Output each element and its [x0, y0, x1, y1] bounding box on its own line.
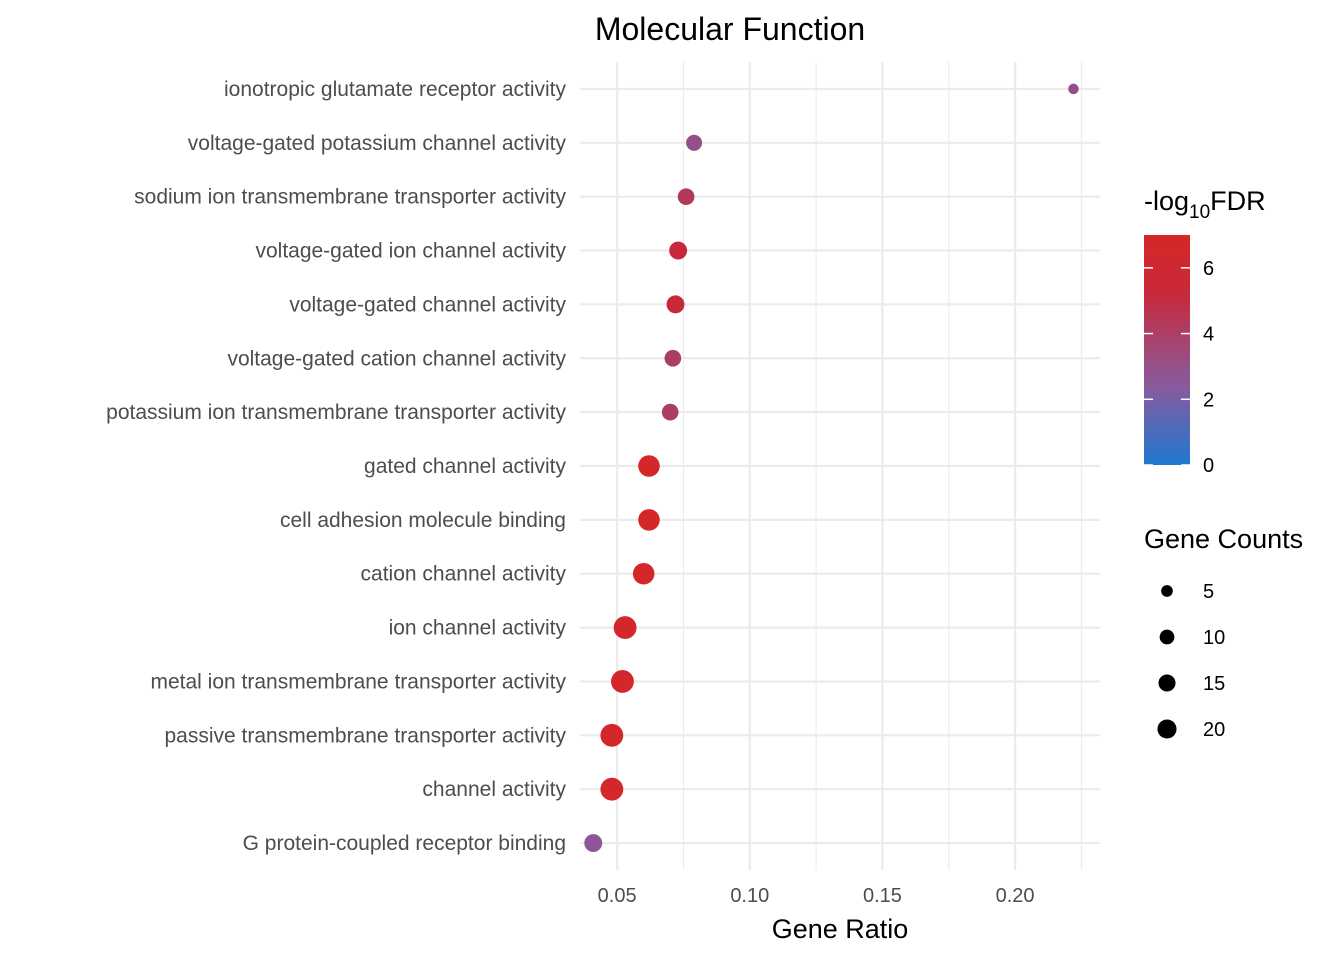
color-legend-bar: [1144, 235, 1190, 465]
data-point: [664, 349, 682, 367]
y-tick-label: voltage-gated potassium channel activity: [188, 132, 567, 155]
y-tick-label: voltage-gated ion channel activity: [255, 240, 566, 263]
size-legend-key: [1161, 585, 1173, 597]
size-legend-label: 20: [1203, 719, 1225, 741]
y-tick-label: voltage-gated channel activity: [289, 293, 566, 316]
size-legend-key: [1158, 674, 1176, 692]
color-legend: -log10FDR 0 2 4 6: [1144, 186, 1266, 477]
size-legend-label: 5: [1203, 581, 1214, 603]
data-points: [584, 83, 1079, 853]
data-point: [613, 616, 637, 640]
y-tick-label: metal ion transmembrane transporter acti…: [151, 670, 567, 693]
x-tick-label: 0.15: [863, 885, 902, 907]
data-point: [666, 295, 685, 314]
color-legend-tick-label: 2: [1203, 389, 1214, 411]
y-tick-label: sodium ion transmembrane transporter act…: [134, 186, 566, 209]
y-tick-label: ionotropic glutamate receptor activity: [224, 78, 566, 101]
x-axis-tick-labels: 0.05 0.10 0.15 0.20: [598, 885, 1035, 907]
data-point: [669, 241, 688, 260]
size-legend-title: Gene Counts: [1144, 524, 1303, 554]
size-legend-key: [1157, 719, 1177, 739]
data-point: [661, 403, 679, 421]
plot-grid: [580, 62, 1100, 870]
x-tick-label: 0.10: [730, 885, 769, 907]
data-point: [686, 134, 703, 151]
x-tick-label: 0.05: [598, 885, 637, 907]
y-tick-label: voltage-gated cation channel activity: [227, 347, 566, 370]
y-tick-label: cell adhesion molecule binding: [280, 509, 566, 532]
y-tick-label: channel activity: [422, 778, 566, 801]
chart-title: Molecular Function: [595, 11, 865, 47]
color-legend-tick-label: 4: [1203, 324, 1214, 346]
y-tick-label: passive transmembrane transporter activi…: [165, 724, 567, 747]
size-legend-label: 15: [1203, 673, 1225, 695]
y-axis-tick-labels: ionotropic glutamate receptor activity vo…: [106, 78, 566, 855]
y-tick-label: cation channel activity: [361, 563, 567, 586]
data-point: [638, 509, 660, 531]
data-point: [611, 670, 634, 693]
data-point: [600, 777, 624, 801]
data-point: [638, 455, 660, 477]
color-legend-ticks: 0 2 4 6: [1144, 258, 1214, 477]
y-tick-label: gated channel activity: [364, 455, 566, 478]
size-legend-label: 10: [1203, 627, 1225, 649]
data-point: [600, 723, 624, 747]
color-legend-tick-label: 6: [1203, 258, 1214, 280]
size-legend: Gene Counts 5 10 15 20: [1144, 524, 1303, 741]
data-point: [677, 188, 695, 206]
y-tick-label: ion channel activity: [389, 617, 567, 640]
size-legend-items: 5 10 15 20: [1157, 581, 1225, 741]
x-tick-label: 0.20: [996, 885, 1035, 907]
color-legend-tick-label: 0: [1203, 455, 1214, 477]
size-legend-key: [1159, 629, 1175, 645]
data-point: [632, 562, 655, 585]
x-axis-label: Gene Ratio: [772, 914, 909, 944]
y-tick-label: potassium ion transmembrane transporter …: [106, 401, 566, 424]
color-legend-title: -log10FDR: [1144, 186, 1266, 223]
data-point: [1068, 83, 1079, 95]
data-point: [584, 834, 603, 853]
y-tick-label: G protein-coupled receptor binding: [243, 832, 566, 855]
